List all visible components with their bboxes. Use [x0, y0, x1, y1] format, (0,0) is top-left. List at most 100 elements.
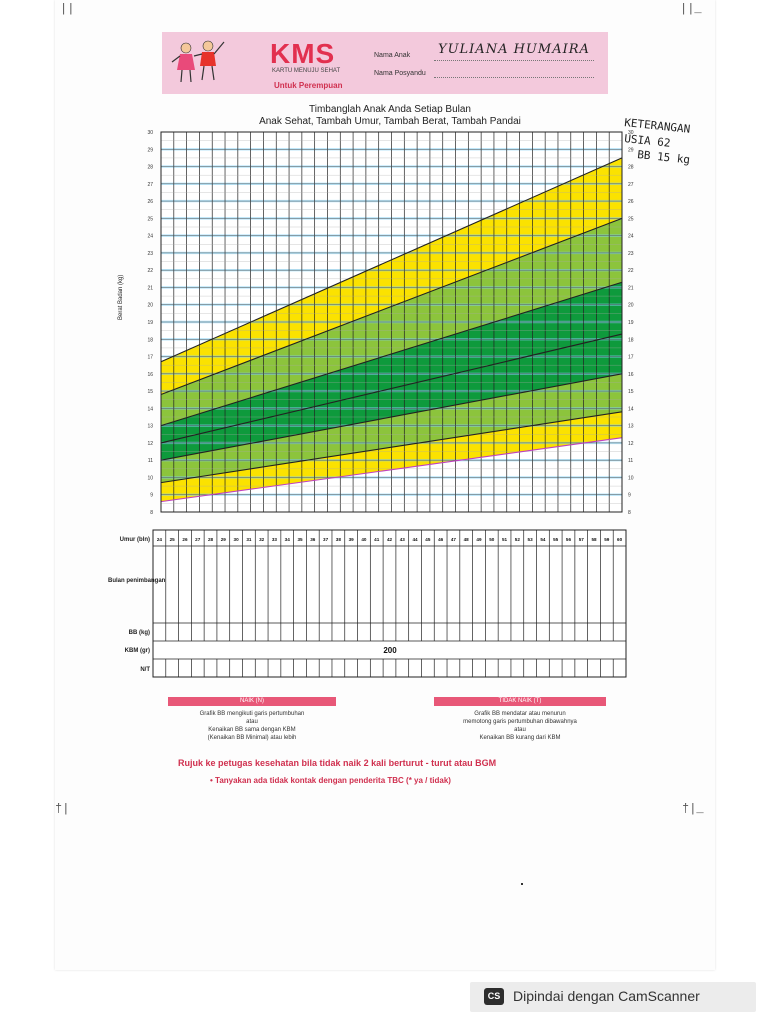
month-label: 33 — [272, 537, 278, 542]
month-label: 59 — [604, 537, 610, 542]
month-label: 43 — [400, 537, 406, 542]
month-label: 24 — [157, 537, 163, 542]
y-tick-right: 15 — [628, 389, 634, 395]
month-label: 46 — [438, 537, 444, 542]
gender-label: Untuk Perempuan — [274, 81, 343, 90]
y-tick-right: 25 — [628, 216, 634, 222]
growth-curve-0 — [160, 157, 623, 363]
y-tick-left: 27 — [147, 182, 153, 188]
y-tick-left: 8 — [150, 510, 153, 516]
month-label: 50 — [489, 537, 495, 542]
month-label: 42 — [387, 537, 393, 542]
month-label: 53 — [528, 537, 534, 542]
y-tick-right: 19 — [628, 320, 634, 326]
plot-border — [160, 131, 623, 513]
y-tick-right: 11 — [628, 458, 633, 464]
month-label: 41 — [374, 537, 380, 542]
row-label-weigh-month: Bulan penimbangan — [108, 578, 166, 584]
y-tick-left: 22 — [147, 268, 153, 274]
camscanner-watermark: CS Dipindai dengan CamScanner — [470, 982, 756, 1012]
child-name-label: Nama Anak — [374, 52, 411, 59]
row-label-weight: BB (kg) — [128, 630, 150, 636]
y-tick-left: 30 — [147, 130, 153, 136]
month-label: 38 — [336, 537, 342, 542]
month-label: 26 — [182, 537, 188, 542]
y-tick-right: 18 — [628, 337, 634, 343]
y-tick-right: 24 — [628, 234, 634, 240]
y-axis-label: Berat Badan (kg) — [118, 274, 124, 320]
legend-naik-text: Grafik BB mengikuti garis pertumbuhan at… — [199, 711, 305, 741]
y-tick-left: 20 — [147, 303, 153, 309]
month-label: 51 — [502, 537, 508, 542]
y-tick-right: 29 — [628, 147, 634, 153]
y-tick-right: 22 — [628, 268, 634, 274]
growth-curve-1 — [160, 217, 623, 396]
y-tick-left: 29 — [147, 147, 153, 153]
month-label: 54 — [540, 537, 546, 542]
tbc-question: • Tanyakan ada tidak kontak dengan pende… — [210, 776, 451, 785]
y-tick-left: 19 — [147, 320, 153, 326]
month-label: 44 — [413, 537, 419, 542]
month-label: 34 — [285, 537, 291, 542]
corner-mark-mid-right: †|_ — [682, 802, 704, 816]
y-tick-left: 24 — [147, 234, 153, 240]
posyandu-label: Nama Posyandu — [374, 70, 426, 77]
chart-title-line2: Anak Sehat, Tambah Umur, Tambah Berat, T… — [259, 116, 521, 127]
corner-mark-top-right: ||_ — [680, 2, 702, 16]
y-tick-left: 10 — [147, 475, 153, 481]
month-label: 58 — [591, 537, 597, 542]
y-tick-right: 30 — [628, 130, 634, 136]
legend-naik-title: NAIK (N) — [168, 697, 336, 706]
row-label-nt: N/T — [140, 667, 150, 673]
month-label: 39 — [349, 537, 355, 542]
y-tick-left: 11 — [148, 458, 153, 464]
month-label: 52 — [515, 537, 521, 542]
month-label: 37 — [323, 537, 329, 542]
y-tick-left: 15 — [147, 389, 153, 395]
row-label-age: Umur (bln) — [119, 537, 150, 543]
y-tick-right: 26 — [628, 199, 634, 205]
y-tick-right: 23 — [628, 251, 634, 257]
kms-logo: KMS KARTU MENUJU SEHAT — [270, 38, 352, 78]
growth-curve-6 — [160, 437, 623, 503]
y-tick-left: 12 — [147, 441, 153, 447]
y-tick-right: 9 — [628, 493, 631, 499]
month-label: 55 — [553, 537, 559, 542]
legend-tidak-naik-title: TIDAK NAIK (T) — [434, 697, 606, 706]
y-tick-right: 28 — [628, 165, 634, 171]
y-tick-left: 26 — [147, 199, 153, 205]
y-tick-left: 13 — [147, 424, 153, 430]
child-name-value: YULIANA HUMAIRA — [438, 42, 590, 57]
kms-logo-text: KMS — [270, 38, 336, 69]
month-label: 29 — [221, 537, 227, 542]
y-tick-left: 18 — [147, 337, 153, 343]
kms-header: KMS KARTU MENUJU SEHAT Untuk Perempuan N… — [162, 32, 608, 94]
children-illustration — [171, 40, 225, 83]
month-label: 30 — [234, 537, 240, 542]
corner-mark-top-left: || — [60, 2, 75, 16]
month-label: 57 — [579, 537, 585, 542]
month-label: 28 — [208, 537, 214, 542]
referral-note: Rujuk ke petugas kesehatan bila tidak na… — [178, 758, 497, 768]
growth-curve-5 — [160, 411, 623, 484]
month-label: 31 — [246, 537, 252, 542]
y-tick-left: 21 — [147, 285, 153, 291]
y-tick-left: 17 — [147, 355, 153, 361]
y-tick-left: 9 — [150, 493, 153, 499]
y-tick-left: 25 — [147, 216, 153, 222]
y-tick-left: 16 — [147, 372, 153, 378]
corner-mark-mid-left: †| — [55, 802, 70, 816]
month-label: 56 — [566, 537, 572, 542]
posyandu-line — [434, 77, 594, 78]
y-tick-right: 10 — [628, 475, 634, 481]
y-tick-right: 8 — [628, 510, 631, 516]
month-label: 48 — [464, 537, 470, 542]
y-tick-right: 12 — [628, 441, 634, 447]
y-tick-right: 14 — [628, 406, 634, 412]
month-label: 35 — [297, 537, 303, 542]
month-label: 25 — [170, 537, 176, 542]
y-tick-right: 20 — [628, 303, 634, 309]
month-label: 36 — [310, 537, 316, 542]
row-label-kbm: KBM (gr) — [124, 648, 150, 654]
